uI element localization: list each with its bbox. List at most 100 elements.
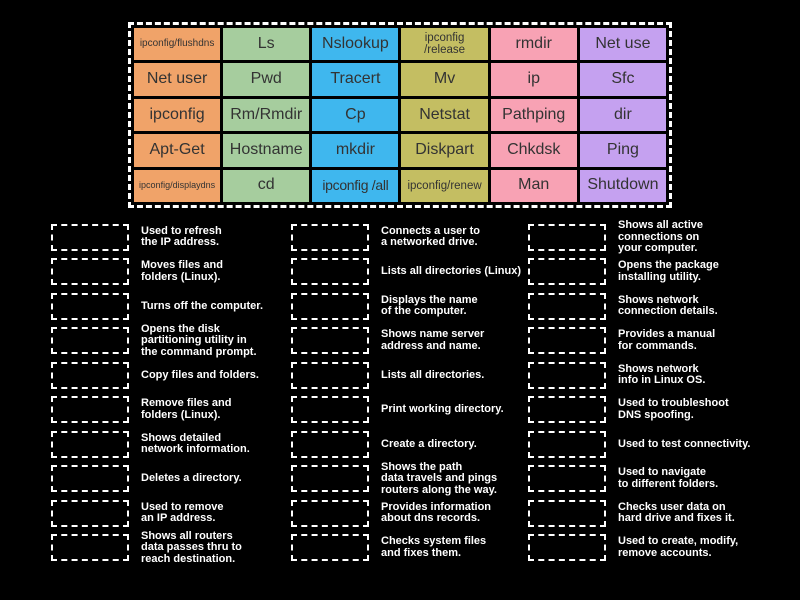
keyword-tile[interactable]: Diskpart	[401, 134, 488, 167]
answer-drop-slot[interactable]	[291, 292, 369, 320]
definition-text: Provides a manual for commands.	[618, 328, 716, 352]
definition-row: Used to create, modify, remove accounts.	[528, 531, 773, 566]
keyword-tile[interactable]: dir	[579, 98, 666, 132]
keyword-tile[interactable]: Mv	[401, 63, 488, 96]
answer-drop-slot[interactable]	[528, 258, 606, 286]
answer-drop-slot[interactable]	[51, 534, 129, 562]
answer-drop-slot[interactable]	[528, 327, 606, 355]
keyword-label: Chkdsk	[507, 140, 561, 158]
answer-drop-slot[interactable]	[291, 361, 369, 389]
keyword-label: Pwd	[250, 70, 282, 88]
definition-row: Used to remove an IP address.	[51, 496, 296, 531]
answer-drop-slot[interactable]	[291, 534, 369, 562]
definition-text: Checks system files and fixes them.	[381, 535, 487, 559]
definition-text: Used to refresh the IP address.	[141, 224, 222, 249]
keyword-tile[interactable]: Man	[490, 169, 577, 202]
definition-text: Lists all directories.	[381, 368, 485, 381]
answer-drop-slot[interactable]	[291, 465, 369, 493]
answer-drop-slot[interactable]	[51, 223, 129, 251]
keyword-tile[interactable]: ipconfig /release	[401, 28, 488, 61]
keyword-tile[interactable]: Hostname	[223, 134, 310, 167]
keywords-grid: ipconfig/flushdns Ls Nslookup ipconfig /…	[128, 22, 672, 208]
answer-drop-slot[interactable]	[528, 361, 606, 389]
keyword-label: Nslookup	[322, 34, 389, 52]
keyword-tile[interactable]: Netstat	[401, 98, 488, 132]
definition-text: Displays the name of the computer.	[381, 293, 478, 318]
definition-text: Shows all active connections on your com…	[618, 219, 703, 254]
keyword-tile[interactable]: mkdir	[312, 134, 399, 167]
keyword-tile[interactable]: ipconfig /all	[312, 169, 399, 202]
keyword-tile[interactable]: Pathping	[490, 98, 577, 132]
definition-row: Opens the package installing utility.	[528, 255, 773, 290]
answer-drop-slot[interactable]	[51, 292, 129, 320]
definition-text: Remove files and folders (Linux).	[141, 397, 232, 421]
answer-drop-slot[interactable]	[528, 534, 606, 562]
definition-text: Deletes a directory.	[141, 472, 242, 484]
keyword-tile[interactable]: Rm/Rmdir	[223, 98, 310, 132]
answer-drop-slot[interactable]	[51, 327, 129, 355]
definition-row: Shows the path data travels and pings ro…	[291, 461, 536, 497]
definition-row: Copy files and folders.	[51, 358, 296, 393]
keyword-tile[interactable]: Pwd	[223, 63, 310, 96]
keyword-label: Tracert	[330, 70, 381, 88]
definition-row: Print working directory.	[291, 393, 536, 428]
definition-text: Shows name server address and name.	[381, 328, 485, 352]
keyword-tile[interactable]: Cp	[312, 98, 399, 132]
definition-row: Provides a manual for commands.	[528, 324, 773, 359]
keyword-tile[interactable]: ipconfig	[134, 98, 221, 132]
answer-drop-slot[interactable]	[291, 258, 369, 286]
keyword-tile[interactable]: Ping	[579, 134, 666, 167]
definition-text: Used to test connectivity.	[618, 437, 751, 450]
definition-row: Moves files and folders (Linux).	[51, 255, 296, 290]
answer-drop-slot[interactable]	[291, 327, 369, 355]
answer-drop-slot[interactable]	[51, 258, 129, 286]
answer-drop-slot[interactable]	[528, 430, 606, 458]
definition-row: Turns off the computer.	[51, 289, 296, 324]
keyword-label: Net user	[146, 70, 208, 88]
keyword-tile[interactable]: ipconfig/displaydns	[134, 169, 221, 202]
answer-drop-slot[interactable]	[291, 430, 369, 458]
definition-row: Lists all directories.	[291, 358, 536, 393]
keyword-label: ipconfig /all	[322, 177, 389, 194]
keyword-tile[interactable]: Shutdown	[579, 169, 666, 202]
definition-row: Provides information about dns records.	[291, 496, 536, 531]
keyword-tile[interactable]: Nslookup	[312, 28, 399, 61]
keyword-tile[interactable]: Sfc	[579, 63, 666, 96]
definition-row: Used to refresh the IP address.	[51, 220, 296, 255]
answer-drop-slot[interactable]	[291, 396, 369, 424]
answer-drop-slot[interactable]	[291, 223, 369, 251]
definition-row: Checks system files and fixes them.	[291, 531, 536, 566]
keyword-tile[interactable]: Tracert	[312, 63, 399, 96]
keyword-label: ipconfig/renew	[407, 179, 482, 192]
answer-drop-slot[interactable]	[51, 430, 129, 458]
keyword-label: Apt-Get	[149, 140, 205, 158]
keyword-tile[interactable]: rmdir	[490, 28, 577, 61]
definition-row: Opens the disk partitioning utility in t…	[51, 323, 296, 359]
answer-drop-slot[interactable]	[291, 499, 369, 527]
keyword-label: Pathping	[502, 105, 566, 123]
definition-text: Shows network info in Linux OS.	[618, 362, 706, 387]
answer-drop-slot[interactable]	[528, 396, 606, 424]
answer-drop-slot[interactable]	[51, 396, 129, 424]
answer-drop-slot[interactable]	[51, 361, 129, 389]
definition-row: Checks user data on hard drive and fixes…	[528, 496, 773, 531]
keyword-tile[interactable]: Net use	[579, 28, 666, 61]
keyword-tile[interactable]: Chkdsk	[490, 134, 577, 167]
answer-drop-slot[interactable]	[528, 292, 606, 320]
answer-drop-slot[interactable]	[528, 223, 606, 251]
keyword-tile[interactable]: ipconfig/renew	[401, 169, 488, 202]
answer-drop-slot[interactable]	[51, 465, 129, 493]
keyword-tile[interactable]: ipconfig/flushdns	[134, 28, 221, 61]
answer-drop-slot[interactable]	[51, 499, 129, 527]
definitions-column: Used to refresh the IP address. Moves fi…	[51, 220, 296, 565]
answer-drop-slot[interactable]	[528, 499, 606, 527]
keyword-tile[interactable]: ip	[490, 63, 577, 96]
definition-text: Turns off the computer.	[141, 299, 264, 312]
keyword-label: mkdir	[335, 140, 375, 158]
keyword-tile[interactable]: Apt-Get	[134, 134, 221, 167]
keyword-tile[interactable]: Ls	[223, 28, 310, 61]
keyword-tile[interactable]: cd	[223, 169, 310, 202]
answer-drop-slot[interactable]	[528, 465, 606, 493]
keyword-tile[interactable]: Net user	[134, 63, 221, 96]
